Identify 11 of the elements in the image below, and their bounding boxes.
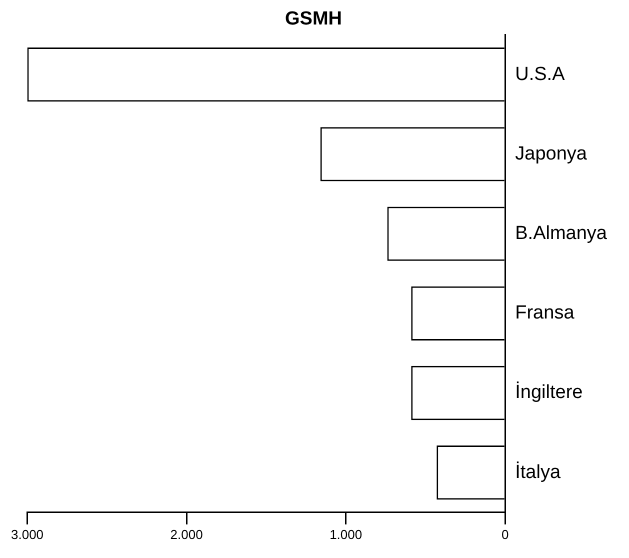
x-tick-label: 0 — [502, 526, 509, 542]
y-tick-label: İtalya — [515, 460, 561, 483]
y-tick-label: Fransa — [515, 302, 575, 324]
x-tick-label: 2.000 — [170, 526, 203, 542]
y-tick-label: Japonya — [515, 143, 588, 164]
y-tick-label: B.Almanya — [515, 223, 608, 244]
chart-title: GSMH — [285, 8, 342, 30]
y-tick-label: İngiltere — [515, 381, 583, 404]
x-tick-label: 1.000 — [330, 526, 362, 542]
y-tick-label: U.S.A — [515, 64, 566, 85]
x-tick-label: 3.000 — [10, 526, 44, 542]
